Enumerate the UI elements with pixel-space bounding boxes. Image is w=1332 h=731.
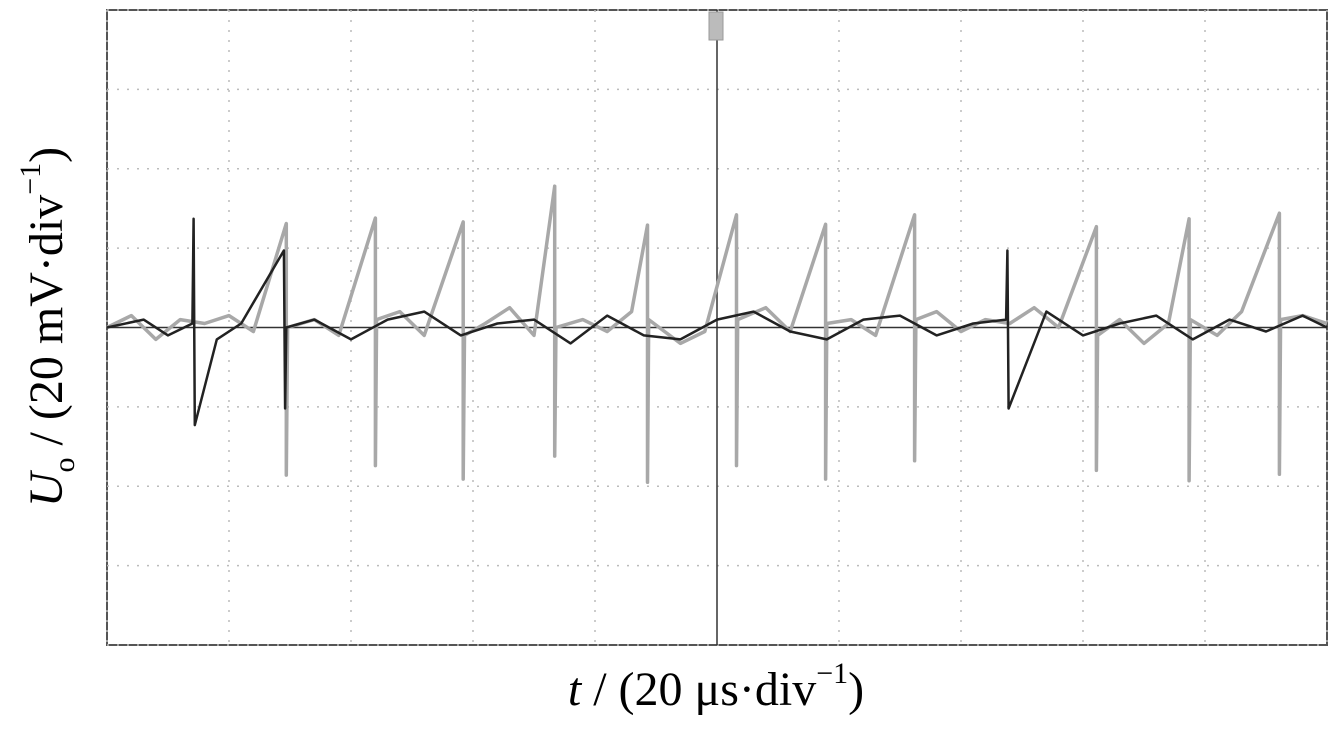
y-axis-label: Uo / (20 mV·div−1) bbox=[14, 147, 81, 507]
y-label-sub: o bbox=[48, 457, 81, 472]
x-label-sup: −1 bbox=[816, 657, 848, 690]
y-label-sup: −1 bbox=[14, 163, 47, 195]
trace bbox=[106, 184, 1328, 485]
trace bbox=[106, 217, 1328, 427]
y-label-close: ) bbox=[20, 147, 73, 163]
x-axis-label: t / (20 μs·div−1) bbox=[568, 657, 864, 716]
y-label-symbol: U bbox=[20, 469, 73, 507]
trigger-marker bbox=[708, 11, 724, 41]
x-label-text: / (20 μs·div bbox=[581, 663, 816, 716]
x-label-close: ) bbox=[848, 663, 864, 716]
x-label-symbol: t bbox=[568, 663, 583, 716]
y-label-text: / (20 mV·div bbox=[20, 195, 73, 458]
